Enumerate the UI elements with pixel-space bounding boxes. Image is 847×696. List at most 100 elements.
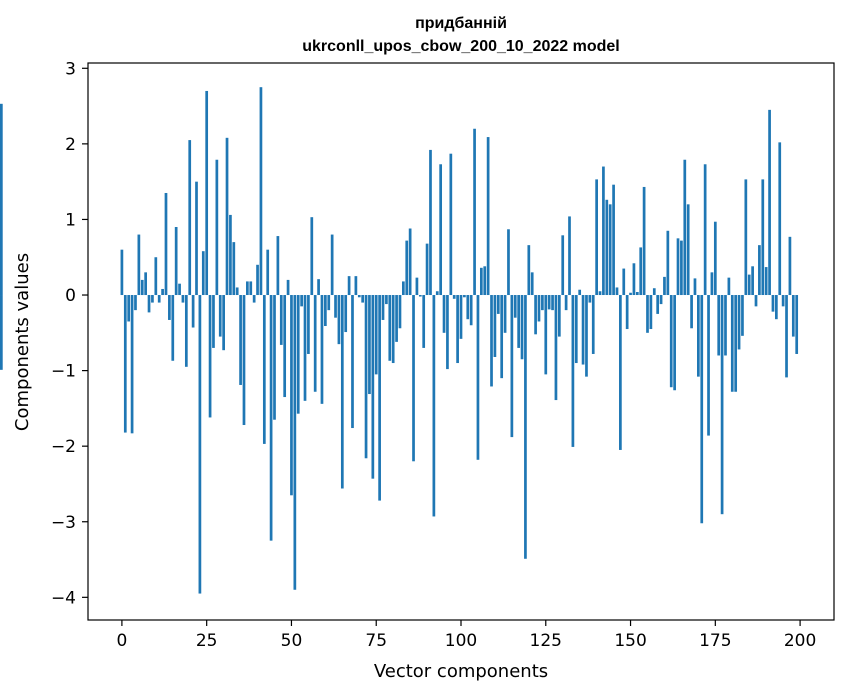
bar: [496, 295, 500, 314]
bar: [307, 295, 310, 354]
bar: [666, 230, 670, 296]
bar: [778, 142, 782, 296]
bar: [697, 295, 700, 377]
bars-group: [0, 87, 799, 594]
bar: [222, 295, 225, 351]
bar: [191, 295, 195, 328]
bar: [537, 295, 541, 322]
bar: [459, 295, 463, 339]
bar: [747, 274, 751, 296]
bar: [293, 295, 297, 590]
bar: [218, 295, 222, 337]
bar: [581, 295, 585, 365]
bar: [151, 295, 154, 303]
bar: [551, 295, 554, 311]
bar: [622, 268, 626, 296]
bar: [418, 295, 422, 297]
bar: [168, 295, 171, 320]
bar: [188, 140, 192, 296]
bar: [344, 295, 348, 333]
bar: [262, 295, 266, 444]
bar: [242, 295, 246, 426]
bar: [317, 279, 320, 296]
bar: [493, 295, 497, 357]
bar: [290, 295, 293, 496]
bar: [391, 295, 395, 364]
bar: [771, 295, 775, 312]
bar: [408, 228, 412, 296]
bar: [479, 267, 483, 296]
x-tick-label: 100: [445, 631, 477, 651]
bar: [137, 234, 141, 296]
bar: [775, 295, 778, 320]
bar: [751, 266, 754, 296]
bar: [225, 137, 229, 296]
bar: [195, 181, 198, 296]
bar: [564, 295, 568, 311]
bar: [429, 149, 432, 296]
bar: [754, 295, 758, 307]
bar: [371, 295, 375, 479]
bar: [256, 264, 259, 296]
bar: [612, 184, 615, 296]
bar: [415, 277, 419, 296]
bar: [557, 295, 561, 337]
bar: [534, 295, 537, 335]
y-tick-label: −3: [51, 513, 76, 533]
bar: [279, 295, 283, 345]
bar: [710, 272, 714, 296]
bar: [327, 295, 331, 311]
bar: [669, 295, 673, 388]
bar: [354, 276, 358, 296]
chart-title-line2: ukrconll_upos_cbow_200_10_2022 model: [302, 38, 619, 55]
bar: [398, 295, 402, 329]
bar: [703, 164, 707, 296]
bar: [276, 236, 280, 296]
bar: [351, 295, 354, 429]
bar: [330, 234, 334, 296]
bar: [663, 276, 666, 296]
bar: [439, 164, 443, 296]
bar: [201, 251, 205, 296]
bar: [249, 281, 253, 296]
bar: [544, 295, 548, 375]
bar: [269, 295, 273, 541]
bar: [147, 295, 151, 313]
bar: [788, 236, 792, 296]
bar: [527, 245, 531, 296]
bar: [0, 295, 3, 370]
bar: [208, 295, 212, 418]
bar: [680, 240, 683, 296]
bar: [412, 295, 415, 462]
bar: [541, 295, 544, 311]
bar: [259, 87, 263, 296]
bar: [642, 186, 646, 296]
bar: [727, 277, 731, 296]
bar: [446, 295, 449, 370]
bar: [683, 159, 687, 296]
x-tick-label: 125: [530, 631, 562, 651]
bar: [656, 295, 660, 314]
bar: [652, 288, 656, 296]
bar: [649, 295, 653, 330]
bar: [310, 217, 314, 296]
bar: [303, 295, 307, 401]
bar: [791, 295, 795, 337]
bar: [456, 295, 459, 364]
bar: [357, 295, 361, 298]
bar: [486, 137, 490, 296]
bar: [388, 295, 392, 361]
bar: [673, 295, 676, 391]
bar: [588, 295, 592, 303]
bar: [161, 288, 164, 296]
bar: [764, 267, 768, 296]
bar: [385, 295, 388, 305]
bar: [574, 295, 578, 364]
bar: [517, 295, 520, 348]
bar: [0, 103, 3, 296]
bar: [513, 295, 517, 318]
bar: [452, 295, 456, 299]
bar: [693, 278, 697, 296]
bar: [473, 128, 476, 296]
